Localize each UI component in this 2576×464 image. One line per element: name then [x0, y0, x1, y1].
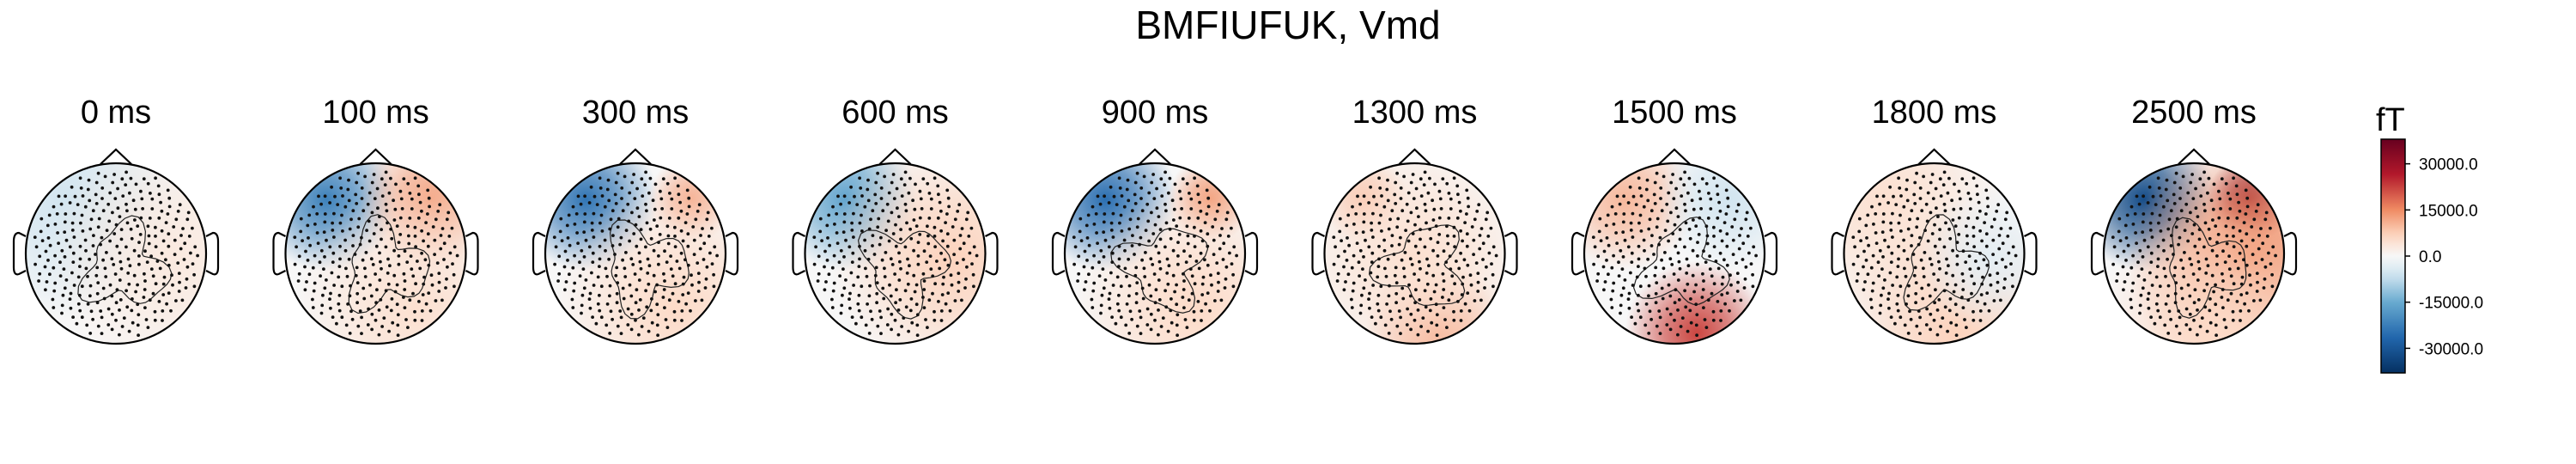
left-ear	[12, 231, 27, 276]
topomap-label: 1300 ms	[1352, 95, 1478, 131]
nose	[1917, 148, 1951, 165]
head-outline	[2102, 162, 2286, 345]
colorbar-bar	[2380, 138, 2406, 374]
colorbar-tick-label: -30000.0	[2419, 340, 2483, 358]
left-ear	[532, 231, 546, 276]
left-ear	[2090, 231, 2105, 276]
contour-line	[857, 229, 952, 320]
head-outline	[544, 162, 727, 345]
left-ear	[1831, 231, 1844, 276]
sensor-dots	[293, 170, 459, 337]
colorbar-tick-label: 15000.0	[2419, 202, 2478, 220]
head-outline	[1323, 162, 1506, 345]
field-blob	[1625, 260, 1765, 344]
sensor-dots	[33, 170, 200, 337]
topomap-2	[532, 148, 739, 345]
head-outline	[1843, 162, 2026, 345]
head-outline	[804, 162, 987, 345]
field-blob	[2104, 210, 2284, 344]
field-blob	[49, 163, 206, 344]
sensor-dots	[1851, 170, 2018, 337]
topomap-8	[2090, 148, 2298, 345]
topomap-1	[272, 148, 479, 345]
left-ear	[1051, 231, 1066, 276]
topomap-3	[792, 148, 999, 345]
contour-line	[1110, 228, 1209, 314]
field-blob	[1917, 186, 2025, 331]
field-layer	[26, 163, 206, 344]
field-blob	[553, 185, 726, 344]
field-blob	[1658, 163, 1765, 272]
right-ear	[205, 231, 220, 276]
topomap-label: 1800 ms	[1871, 95, 1997, 131]
field-layer	[1324, 163, 1505, 344]
topomap-4	[1051, 148, 1259, 345]
right-ear	[1764, 231, 1778, 276]
left-ear	[1571, 231, 1585, 276]
colorbar-tick-label: 30000.0	[2419, 156, 2478, 174]
field-blob	[1584, 163, 1698, 272]
colorbar-tick-label: 0.0	[2419, 248, 2441, 266]
field-blob	[828, 163, 986, 344]
right-ear	[465, 231, 479, 276]
contour-line	[348, 214, 431, 314]
sensor-dots	[1072, 170, 1238, 337]
topomap-label: 1500 ms	[1612, 95, 1737, 131]
sensor-dots	[552, 170, 719, 337]
right-ear	[1504, 231, 1518, 276]
left-ear	[792, 231, 805, 276]
right-ear	[725, 231, 739, 276]
head-outline	[24, 162, 208, 345]
field-layer	[1584, 163, 1765, 344]
topomap-5	[1311, 148, 1518, 345]
nose	[1398, 148, 1431, 165]
contour-line	[1368, 224, 1466, 306]
colorbar: fT 30000.0 15000.0 0.0 -15000.0 -30000.0	[2376, 102, 2483, 374]
nose	[1658, 148, 1691, 165]
sensor-dots	[1591, 170, 1758, 337]
field-blob	[293, 185, 466, 344]
colorbar-unit: fT	[2376, 102, 2405, 138]
sensor-dots	[2111, 170, 2278, 337]
colorbar-tick-label: -15000.0	[2419, 295, 2483, 313]
contour-line	[2169, 217, 2247, 319]
topomap-label: 2500 ms	[2131, 95, 2257, 131]
nose	[619, 148, 652, 165]
left-ear	[272, 231, 286, 276]
figure-title: BMFIUFUK, Vmd	[1135, 3, 1441, 47]
topomap-label: 600 ms	[841, 95, 949, 131]
nose	[1139, 148, 1171, 165]
field-blob	[1072, 185, 1245, 344]
right-ear	[2283, 231, 2298, 276]
field-layer	[1844, 163, 2025, 344]
topomap-label: 300 ms	[581, 95, 690, 131]
contour-line	[609, 219, 690, 320]
head-outline	[284, 162, 467, 345]
contour-line	[77, 215, 173, 304]
nose	[359, 148, 392, 165]
left-ear	[1311, 231, 1325, 276]
field-layer	[805, 163, 986, 344]
nose	[100, 148, 132, 165]
sensor-dots	[1332, 170, 1498, 337]
topomap-label: 100 ms	[322, 95, 429, 131]
topomap-0	[12, 148, 220, 345]
topomap-7	[1831, 148, 2038, 345]
head-outline	[1583, 162, 1766, 345]
right-ear	[1244, 231, 1259, 276]
topomap-6	[1571, 148, 1778, 345]
right-ear	[2024, 231, 2038, 276]
nose	[2178, 148, 2210, 165]
sensor-dots	[812, 170, 979, 337]
head-outline	[1063, 162, 1247, 345]
topomap-label: 900 ms	[1101, 95, 1209, 131]
right-ear	[985, 231, 999, 276]
field-layer	[2104, 163, 2284, 344]
nose	[878, 148, 912, 165]
topomap-label: 0 ms	[80, 95, 152, 131]
